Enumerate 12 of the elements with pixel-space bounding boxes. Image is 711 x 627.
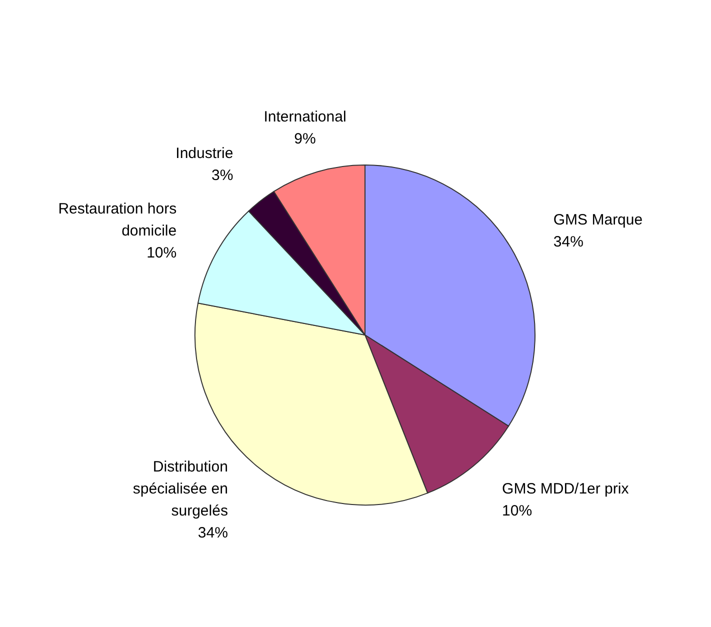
slice-label: GMS MDD/1er prix	[502, 480, 630, 498]
data-label: 9%	[294, 130, 316, 148]
slice-label: Restauration hors domicile	[58, 200, 177, 240]
slice-label: GMS Marque	[553, 211, 643, 228]
slice-label: International	[264, 108, 346, 126]
data-label: 34%	[553, 233, 584, 250]
slice-label: Industrie	[176, 145, 234, 162]
data-label: 10%	[502, 502, 532, 520]
data-label: 34%	[198, 524, 228, 542]
data-label: 10%	[146, 244, 177, 262]
slice-label: Distribution spécialisée en surgelés	[132, 458, 228, 520]
data-label: 3%	[212, 167, 234, 184]
